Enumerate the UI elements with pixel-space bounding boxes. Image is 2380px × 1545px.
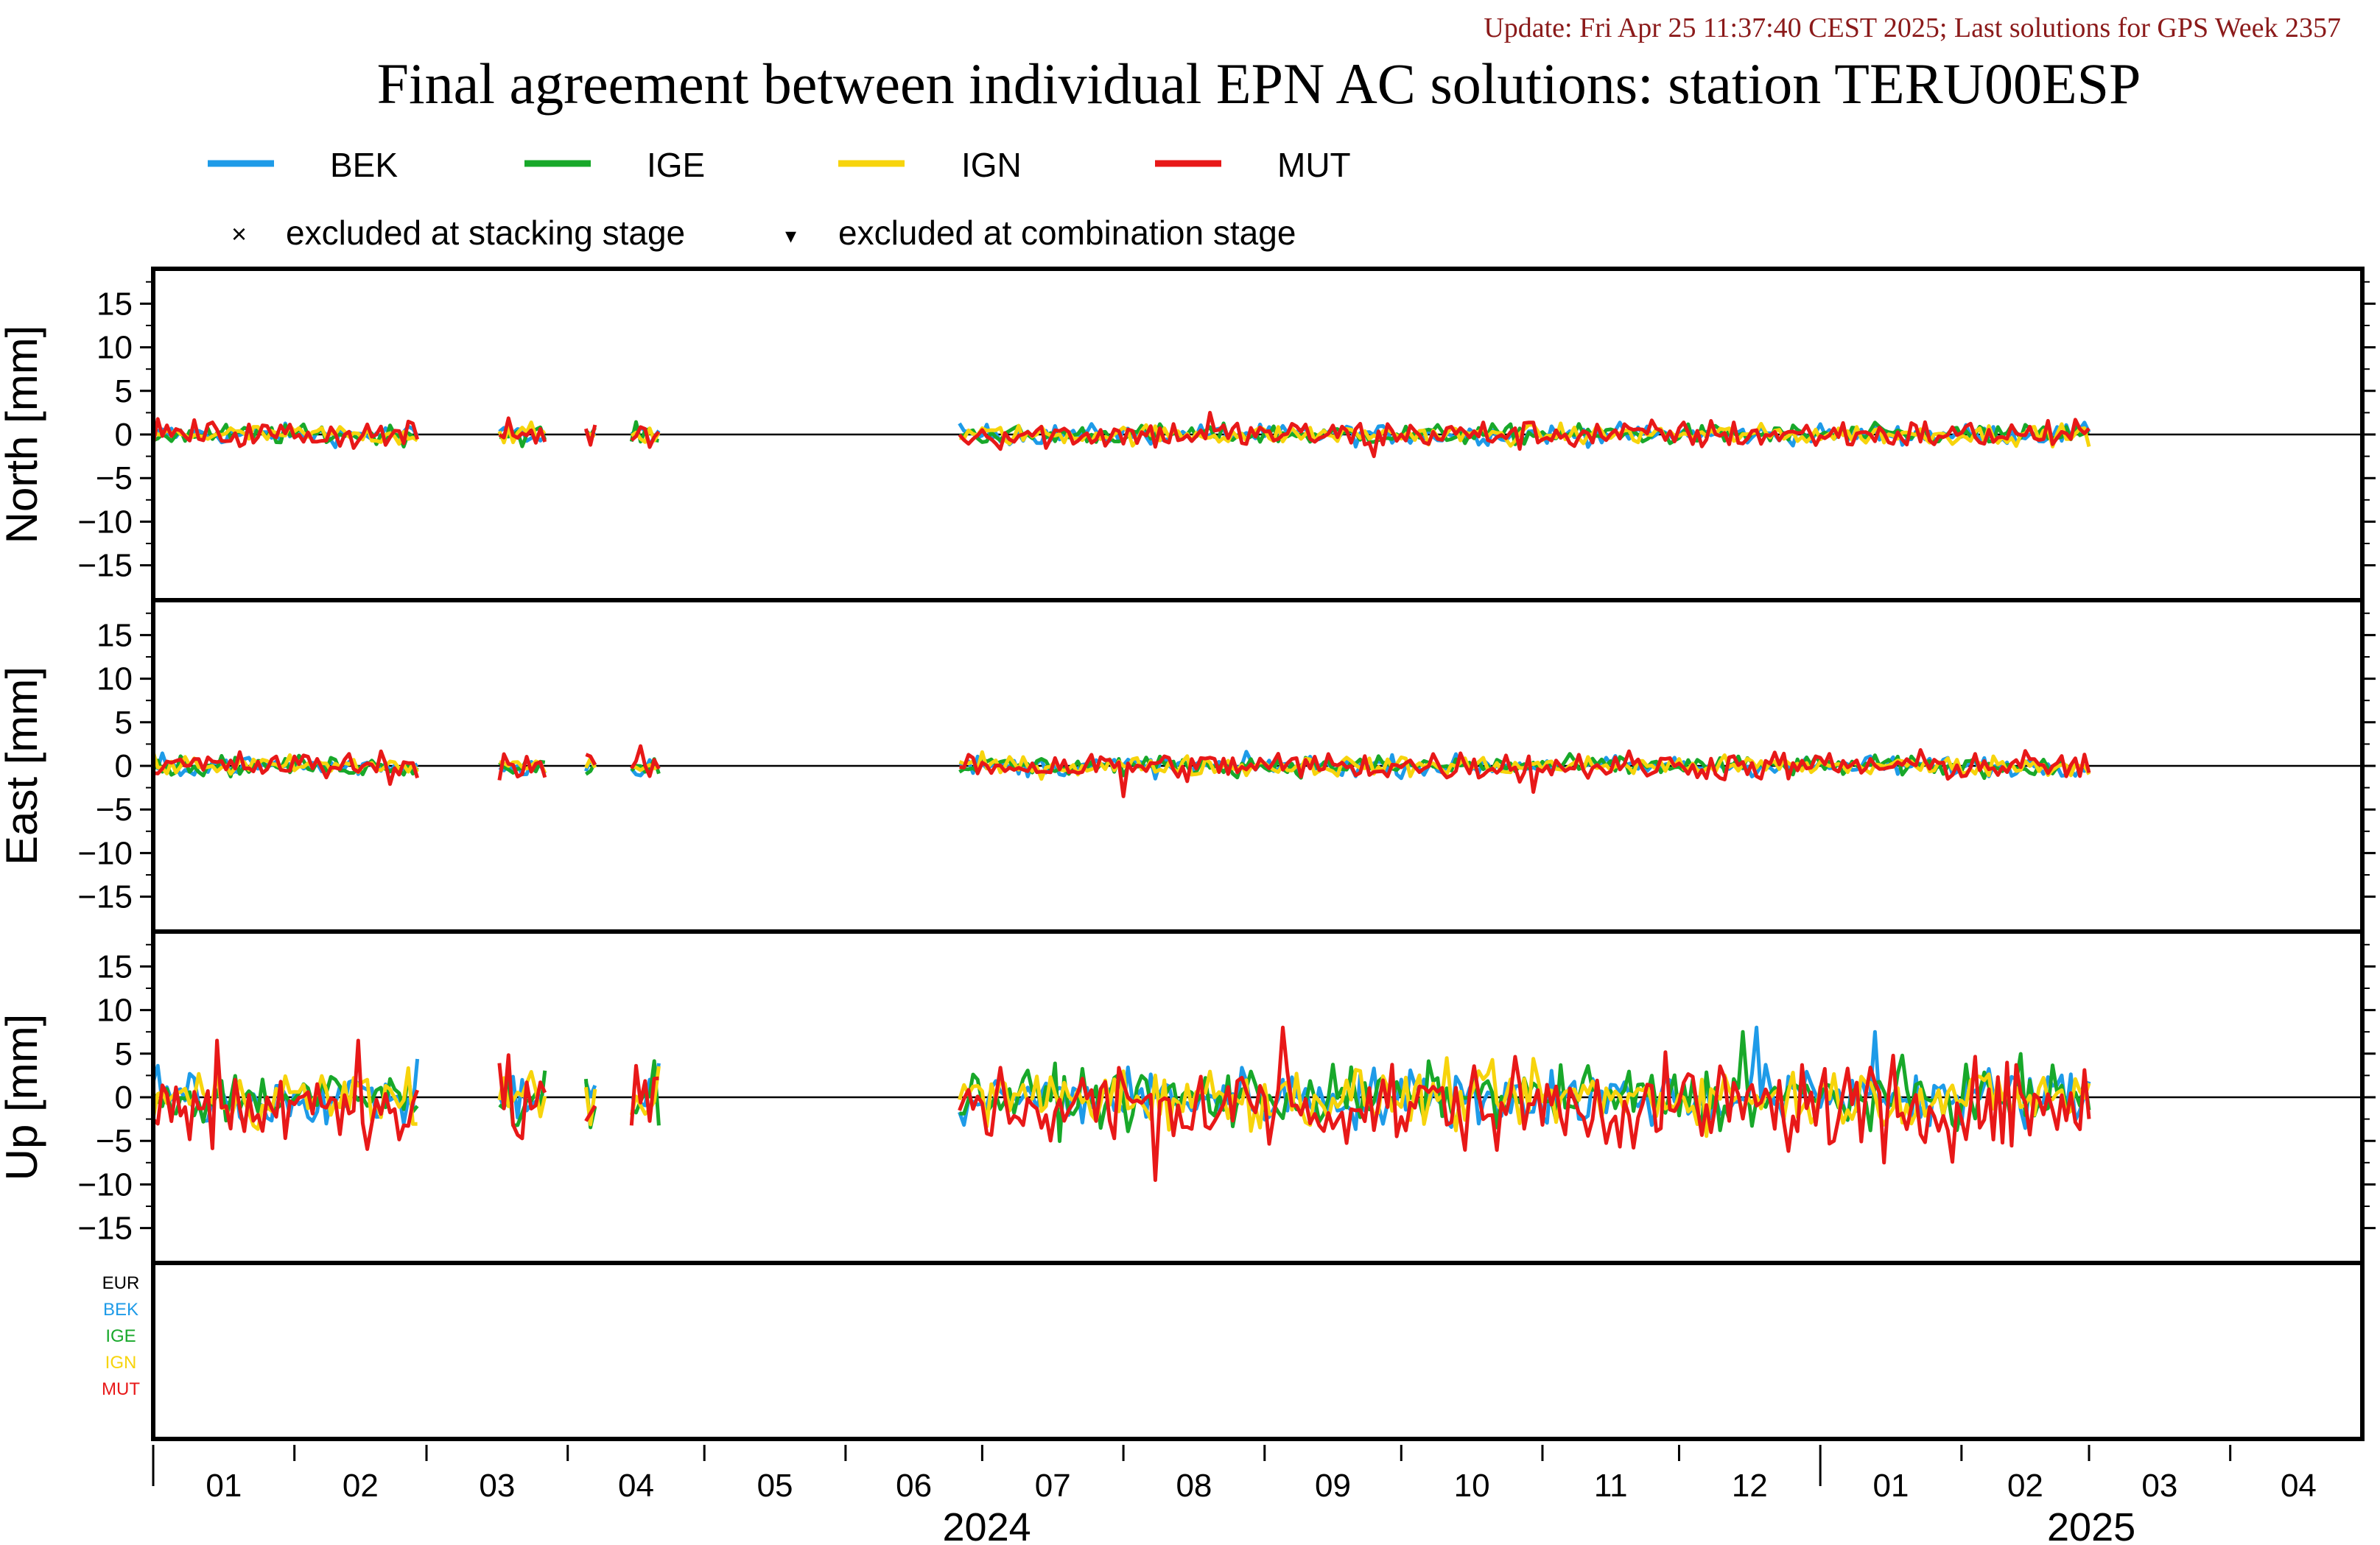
series-group xyxy=(153,410,2091,459)
series-line-mut xyxy=(497,752,547,781)
y-tick-label: −10 xyxy=(77,835,133,871)
series-line-mut xyxy=(630,744,661,778)
series-line-mut xyxy=(959,747,2091,798)
panel-east: 15 10 5 0 −5 −10 −15 East [mm] xyxy=(0,598,2376,934)
y-tick-label: −15 xyxy=(77,548,133,584)
month-label: 02 xyxy=(2007,1468,2043,1504)
y-tick-label: −10 xyxy=(77,504,133,540)
series-line-mut xyxy=(153,1038,419,1151)
y-tick-label: 0 xyxy=(115,1080,133,1116)
month-label: 03 xyxy=(2141,1468,2177,1504)
ac-label-ige: IGE xyxy=(105,1326,136,1346)
legend-stacking-symbol: × xyxy=(231,219,247,249)
year-label: 2025 xyxy=(2047,1505,2135,1545)
update-text: Update: Fri Apr 25 11:37:40 CEST 2025; L… xyxy=(1484,13,2341,43)
y-tick-label: −10 xyxy=(77,1166,133,1203)
legend-label-ige: IGE xyxy=(647,146,705,184)
ac-label-mut: MUT xyxy=(102,1379,140,1399)
month-label: 02 xyxy=(343,1468,379,1504)
y-tick-label: 5 xyxy=(115,1036,133,1072)
series-line-mut xyxy=(630,425,661,449)
month-label: 04 xyxy=(2281,1468,2317,1504)
month-label: 01 xyxy=(206,1468,242,1504)
y-tick-label: 5 xyxy=(115,373,133,409)
series-line-mut xyxy=(584,1105,597,1122)
y-tick-label: 10 xyxy=(96,330,133,366)
y-axis-label-north: North [mm] xyxy=(0,325,46,544)
month-label: 04 xyxy=(618,1468,654,1504)
panel-north: 15 10 5 0 −5 −10 −15 North [mm] xyxy=(0,267,2376,602)
month-label: 10 xyxy=(1454,1468,1490,1504)
time-axis: 01 02 03 04 05 06 07 08 09 10 11 12 01 02 03 04 2024 2025 xyxy=(152,1445,2317,1545)
month-label: 12 xyxy=(1732,1468,1768,1504)
legend-label-ign: IGN xyxy=(961,146,1022,184)
y-axis-label-east: East [mm] xyxy=(0,666,46,865)
month-label: 06 xyxy=(896,1468,932,1504)
series-group xyxy=(153,1025,2091,1182)
series-line-mut xyxy=(153,749,419,786)
series-line-ige xyxy=(958,752,2091,781)
panel-up: 15 10 5 0 −5 −10 −15 Up [mm] xyxy=(0,929,2376,1265)
y-tick-label: 15 xyxy=(96,949,133,985)
ac-label-bek: BEK xyxy=(103,1300,138,1320)
series-line-mut xyxy=(585,753,597,766)
series-line-mut xyxy=(497,1053,547,1141)
legend-combination-label: excluded at combination stage xyxy=(838,214,1296,252)
month-label: 11 xyxy=(1594,1468,1628,1504)
series-line-mut xyxy=(629,1063,659,1126)
y-tick-label: −15 xyxy=(77,879,133,915)
month-label: 01 xyxy=(1873,1468,1909,1504)
y-tick-label: 0 xyxy=(115,748,133,784)
y-tick-label: 5 xyxy=(115,705,133,741)
series-line-ign xyxy=(958,1056,2091,1138)
legend: BEK IGE IGN MUT × excluded at stacking s… xyxy=(208,146,1351,252)
y-tick-label: 10 xyxy=(96,993,133,1029)
legend-stacking-label: excluded at stacking stage xyxy=(286,214,685,252)
month-label: 05 xyxy=(757,1468,793,1504)
month-label: 03 xyxy=(479,1468,515,1504)
y-tick-label: 15 xyxy=(96,617,133,653)
series-line-ign xyxy=(583,1086,597,1127)
y-tick-label: −15 xyxy=(77,1211,133,1247)
legend-combination-symbol: ▾ xyxy=(785,224,796,248)
year-label: 2024 xyxy=(943,1505,1031,1545)
series-group xyxy=(153,744,2091,798)
y-tick-label: −5 xyxy=(96,1123,133,1159)
legend-label-bek: BEK xyxy=(330,146,398,184)
y-tick-label: −5 xyxy=(96,792,133,828)
ac-label-eur: EUR xyxy=(102,1273,140,1293)
plot-panels: 15 10 5 0 −5 −10 −15 North [mm] 15 10 5 0 −5 −10 −15 Ea… xyxy=(0,267,2376,1265)
y-tick-label: 0 xyxy=(115,417,133,453)
ac-label-panel: EUR BEK IGE IGN MUT xyxy=(102,1261,2365,1441)
month-label: 09 xyxy=(1315,1468,1351,1504)
y-tick-label: 15 xyxy=(96,286,133,322)
chart-title: Final agreement between individual EPN A… xyxy=(377,52,2141,116)
ac-panel-frame xyxy=(151,1261,2365,1441)
legend-label-mut: MUT xyxy=(1277,146,1351,184)
series-line-mut xyxy=(958,410,2091,459)
y-tick-label: 10 xyxy=(96,661,133,697)
series-line-mut xyxy=(498,416,547,445)
series-line-mut xyxy=(153,417,420,450)
month-label: 08 xyxy=(1176,1468,1212,1504)
ac-label-ign: IGN xyxy=(105,1353,137,1373)
series-line-mut xyxy=(958,1025,2091,1182)
series-line-ign xyxy=(629,1066,661,1116)
y-tick-label: −5 xyxy=(96,460,133,496)
y-axis-label-up: Up [mm] xyxy=(0,1014,46,1181)
series-line-mut xyxy=(583,424,597,447)
month-label: 07 xyxy=(1035,1468,1071,1504)
